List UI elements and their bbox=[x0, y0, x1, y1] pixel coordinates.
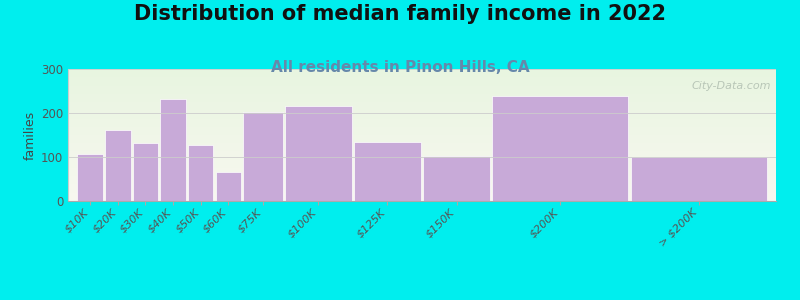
Bar bbox=[188, 145, 214, 201]
Bar bbox=[160, 99, 186, 201]
Bar bbox=[216, 172, 241, 201]
Bar bbox=[105, 130, 130, 201]
Bar bbox=[243, 112, 282, 201]
Bar bbox=[354, 142, 421, 201]
Text: All residents in Pinon Hills, CA: All residents in Pinon Hills, CA bbox=[270, 60, 530, 75]
Y-axis label: families: families bbox=[24, 110, 37, 160]
Bar bbox=[285, 106, 352, 201]
Bar bbox=[78, 154, 103, 201]
Bar bbox=[133, 143, 158, 201]
Bar bbox=[492, 96, 628, 201]
Bar bbox=[630, 157, 766, 201]
Text: Distribution of median family income in 2022: Distribution of median family income in … bbox=[134, 4, 666, 25]
Bar bbox=[423, 156, 490, 201]
Text: City-Data.com: City-Data.com bbox=[691, 81, 770, 91]
